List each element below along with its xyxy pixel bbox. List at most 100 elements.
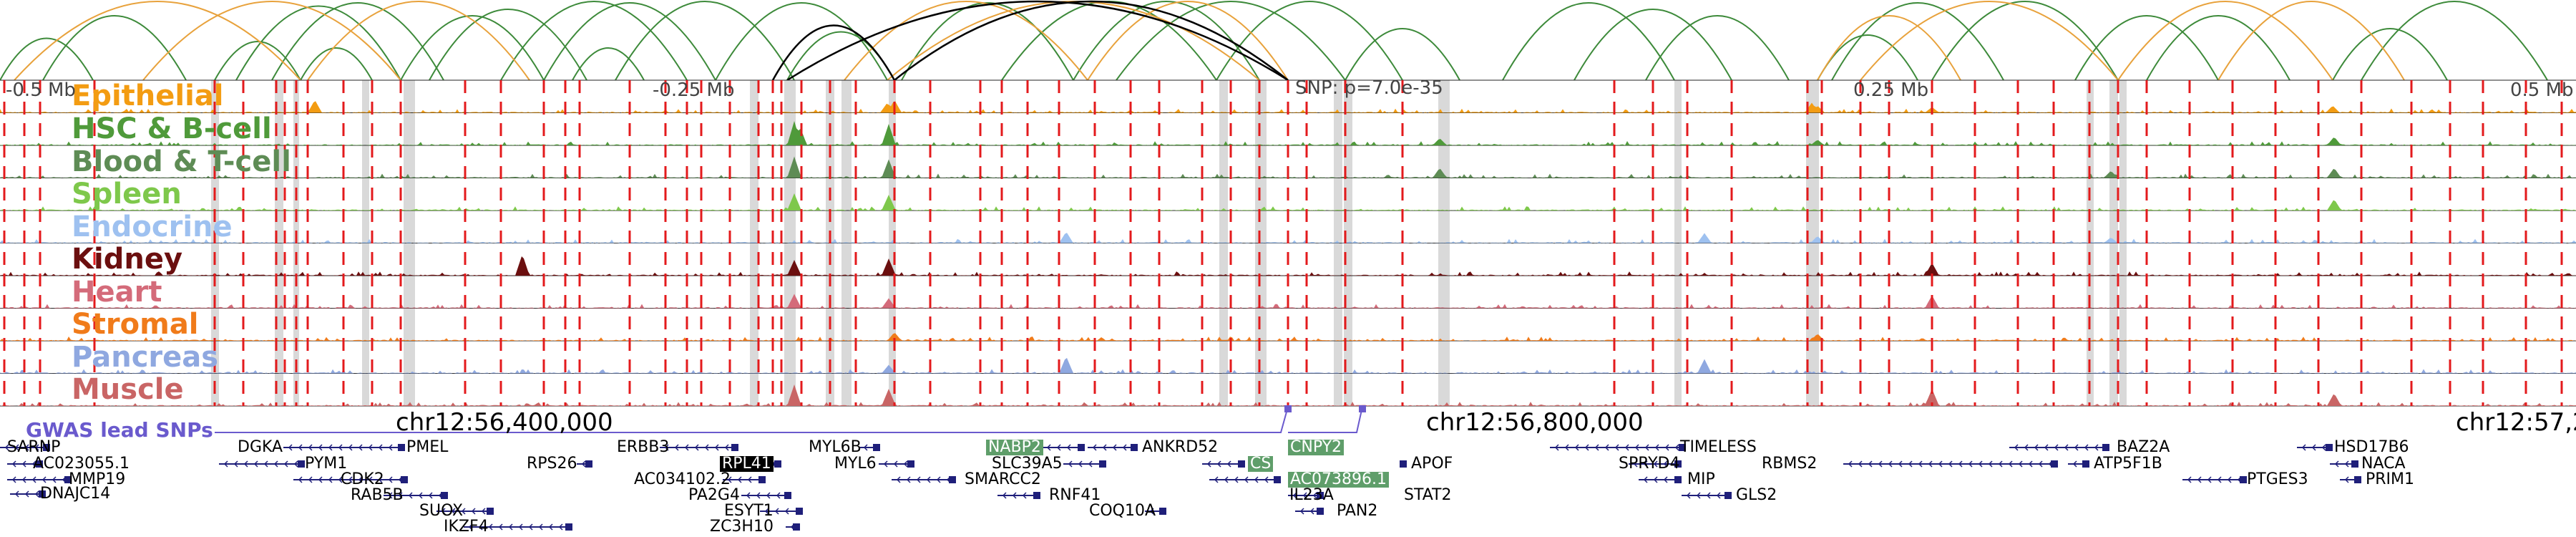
gene-baz2a: BAZ2A [2117,438,2170,456]
loop-arc [1001,1,1217,81]
signal-stromal [0,333,2576,341]
gene-strand-arrow [2217,476,2222,483]
gene-suox: SUOX [419,502,464,520]
gene-exon [2326,444,2333,451]
gene-strand-arrow [1706,492,1711,499]
gene-strand-arrow [2311,444,2316,451]
gene-strand-arrow [1664,444,1669,451]
gene-myl6b: MYL6B [809,438,862,456]
gene-strand-arrow [388,476,393,483]
gene-strand-arrow [1594,444,1599,451]
gene-strand-arrow [1644,444,1649,451]
gene-strand-arrow [766,492,771,499]
gene-exon [774,460,781,468]
gene-strand-arrow [2028,460,2033,468]
gene-strand-arrow [1716,492,1721,499]
gene-strand-arrow [378,444,383,451]
gene-dgka: DGKA [238,438,283,456]
gene-strand-arrow [1858,460,1863,468]
axis-label-midleft: -0.25 Mb [653,79,735,101]
gene-strand-arrow [704,444,709,451]
gene-exon [907,460,914,468]
gene-strand-arrow [308,476,313,483]
gene-strand-arrow [926,476,931,483]
track-label-epithelial: Epithelial [72,79,224,112]
gene-slc39a5: SLC39A5 [992,455,1063,473]
gene-strand-arrow [896,476,901,483]
gene-cdk2: CDK2 [341,470,384,488]
track-label-heart: Heart [72,276,162,309]
gene-strand-arrow [24,490,29,498]
gene-strand-arrow [2018,460,2023,468]
gene-strand-arrow [1299,508,1304,515]
gene-strand-arrow [1878,460,1883,468]
gene-exon [1317,492,1324,499]
gene-strand-arrow [1078,460,1083,468]
gene-il23a: IL23A [1289,486,1334,504]
gene-exon [64,476,72,483]
gene-strand-arrow [328,444,333,451]
gene-exon [1274,476,1281,483]
gene-strand-arrow [1254,476,1259,483]
gene-strand-arrow [936,476,941,483]
loop-arc [572,47,645,81]
gene-cs-highlighted: CS [1248,456,1274,472]
gene-strand-arrow [2321,444,2326,451]
gene-strand-arrow [694,444,699,451]
gene-erbb3: ERBB3 [617,438,670,456]
axis-label-right: 0.5 Mb [2510,79,2574,101]
loop-arc [771,24,896,81]
gene-strand-arrow [388,492,393,499]
gwas-lead-snp-marker [1284,405,1292,412]
gene-strand-arrow [2074,444,2079,451]
gene-strand-arrow [1634,444,1639,451]
gene-mmp19: MMP19 [69,470,126,488]
gene-strand-arrow [1958,460,1963,468]
gene-strand-arrow [558,523,563,531]
gene-exon [1674,460,1682,468]
gene-spryd4: SPRYD4 [1619,455,1680,473]
gene-strand-arrow [1002,492,1007,499]
gene-strand-arrow [737,476,742,483]
gene-exon [39,490,46,498]
gene-strand-arrow [1564,444,1569,451]
axis-label-left: -0.5 Mb [6,79,76,101]
gene-exon [949,476,956,483]
gene-exon [298,460,305,468]
coordinate-label-3: chr12:57,20 [2456,408,2576,437]
loop-arc [300,47,373,81]
gene-strand-arrow [1696,492,1701,499]
loop-arc [271,2,444,81]
track-label-muscle: Muscle [72,373,184,406]
gene-strand-arrow [2197,476,2202,483]
gene-strand-arrow [2038,460,2043,468]
gene-exon [2354,476,2361,483]
gene-exon [2102,444,2109,451]
gene-strand-arrow [1948,460,1953,468]
gene-strand-arrow [1066,444,1071,451]
loop-arc [0,37,94,81]
gene-strand-arrow [1918,460,1923,468]
gene-strand-arrow [1654,444,1659,451]
gene-strand-arrow [428,492,433,499]
gene-strand-arrow [2064,444,2069,451]
gene-strand-arrow [498,523,503,531]
gene-strand-arrow [293,460,298,468]
gene-strand-arrow [288,444,293,451]
gene-strand-arrow [1908,460,1913,468]
gene-strand-arrow [1112,444,1117,451]
gene-strand-arrow [2301,444,2306,451]
gene-exon [36,460,43,468]
gene-strand-arrow [1614,444,1619,451]
loop-arc [42,15,187,81]
gene-strand-arrow [1012,492,1017,499]
gene-strand-arrow [903,460,908,468]
gene-exon [758,476,766,483]
gene-strand-arrow [283,460,288,468]
gene-strand-arrow [1068,460,1073,468]
loop-arc [1345,28,1460,81]
loop-arc [715,2,888,81]
gene-exon [1679,444,1686,451]
loop-arc [1860,1,2119,81]
